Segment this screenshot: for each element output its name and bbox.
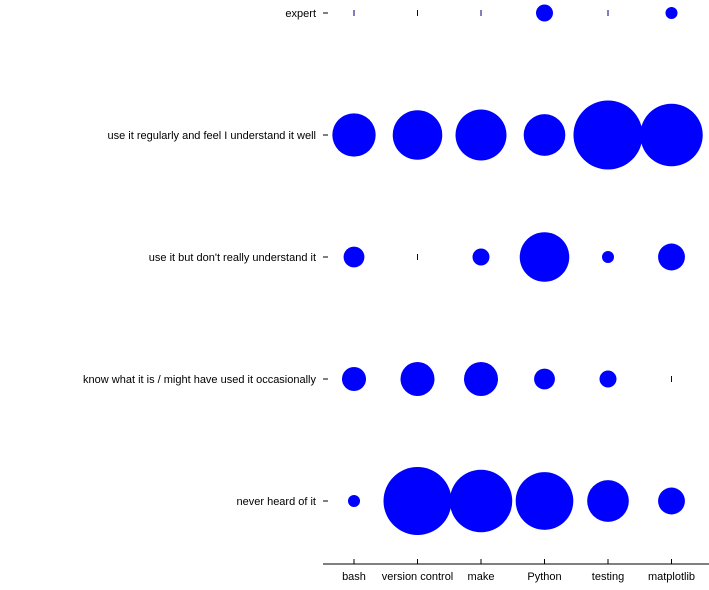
bubble-point: [601, 250, 615, 264]
bubble-point: [665, 6, 678, 20]
bubble-point: [599, 370, 617, 388]
bubbles: [332, 4, 703, 535]
bubble-point: [383, 467, 452, 535]
bubble-point: [455, 109, 507, 161]
bubble-point: [587, 480, 629, 522]
bubble-point: [523, 114, 566, 156]
bubble-point: [534, 368, 555, 390]
bubble-point: [519, 232, 570, 282]
bubble-point: [464, 362, 498, 396]
bubble-point: [347, 494, 361, 508]
bubble-point: [472, 248, 490, 266]
bubble-point: [515, 472, 574, 530]
bubble-point: [536, 4, 553, 22]
y-tick-label: expert: [285, 8, 316, 20]
x-tick-label: version control: [382, 571, 454, 583]
bubble-point: [658, 243, 685, 271]
bubble-point: [640, 103, 703, 167]
x-tick-label: Python: [527, 571, 561, 583]
y-tick-label: never heard of it: [237, 496, 317, 508]
bubble-point: [341, 366, 367, 392]
x-tick-label: matplotlib: [648, 571, 695, 583]
y-tick-label: know what it is / might have used it occ…: [83, 374, 316, 386]
x-tick-label: make: [468, 571, 495, 583]
bubble-point: [392, 110, 443, 160]
bubble-point: [332, 113, 376, 157]
y-tick-label: use it regularly and feel I understand i…: [107, 130, 316, 142]
ticks: bash version control make Python testing matp…: [83, 8, 695, 583]
bubble-point: [658, 487, 685, 515]
x-tick-label: bash: [342, 571, 366, 583]
bubble-point: [343, 246, 365, 268]
bubble-point: [449, 469, 513, 533]
x-tick-label: testing: [592, 571, 624, 583]
bubble-point: [573, 100, 643, 170]
bubble-point: [400, 362, 435, 396]
y-tick-label: use it but don't really understand it: [149, 252, 316, 264]
